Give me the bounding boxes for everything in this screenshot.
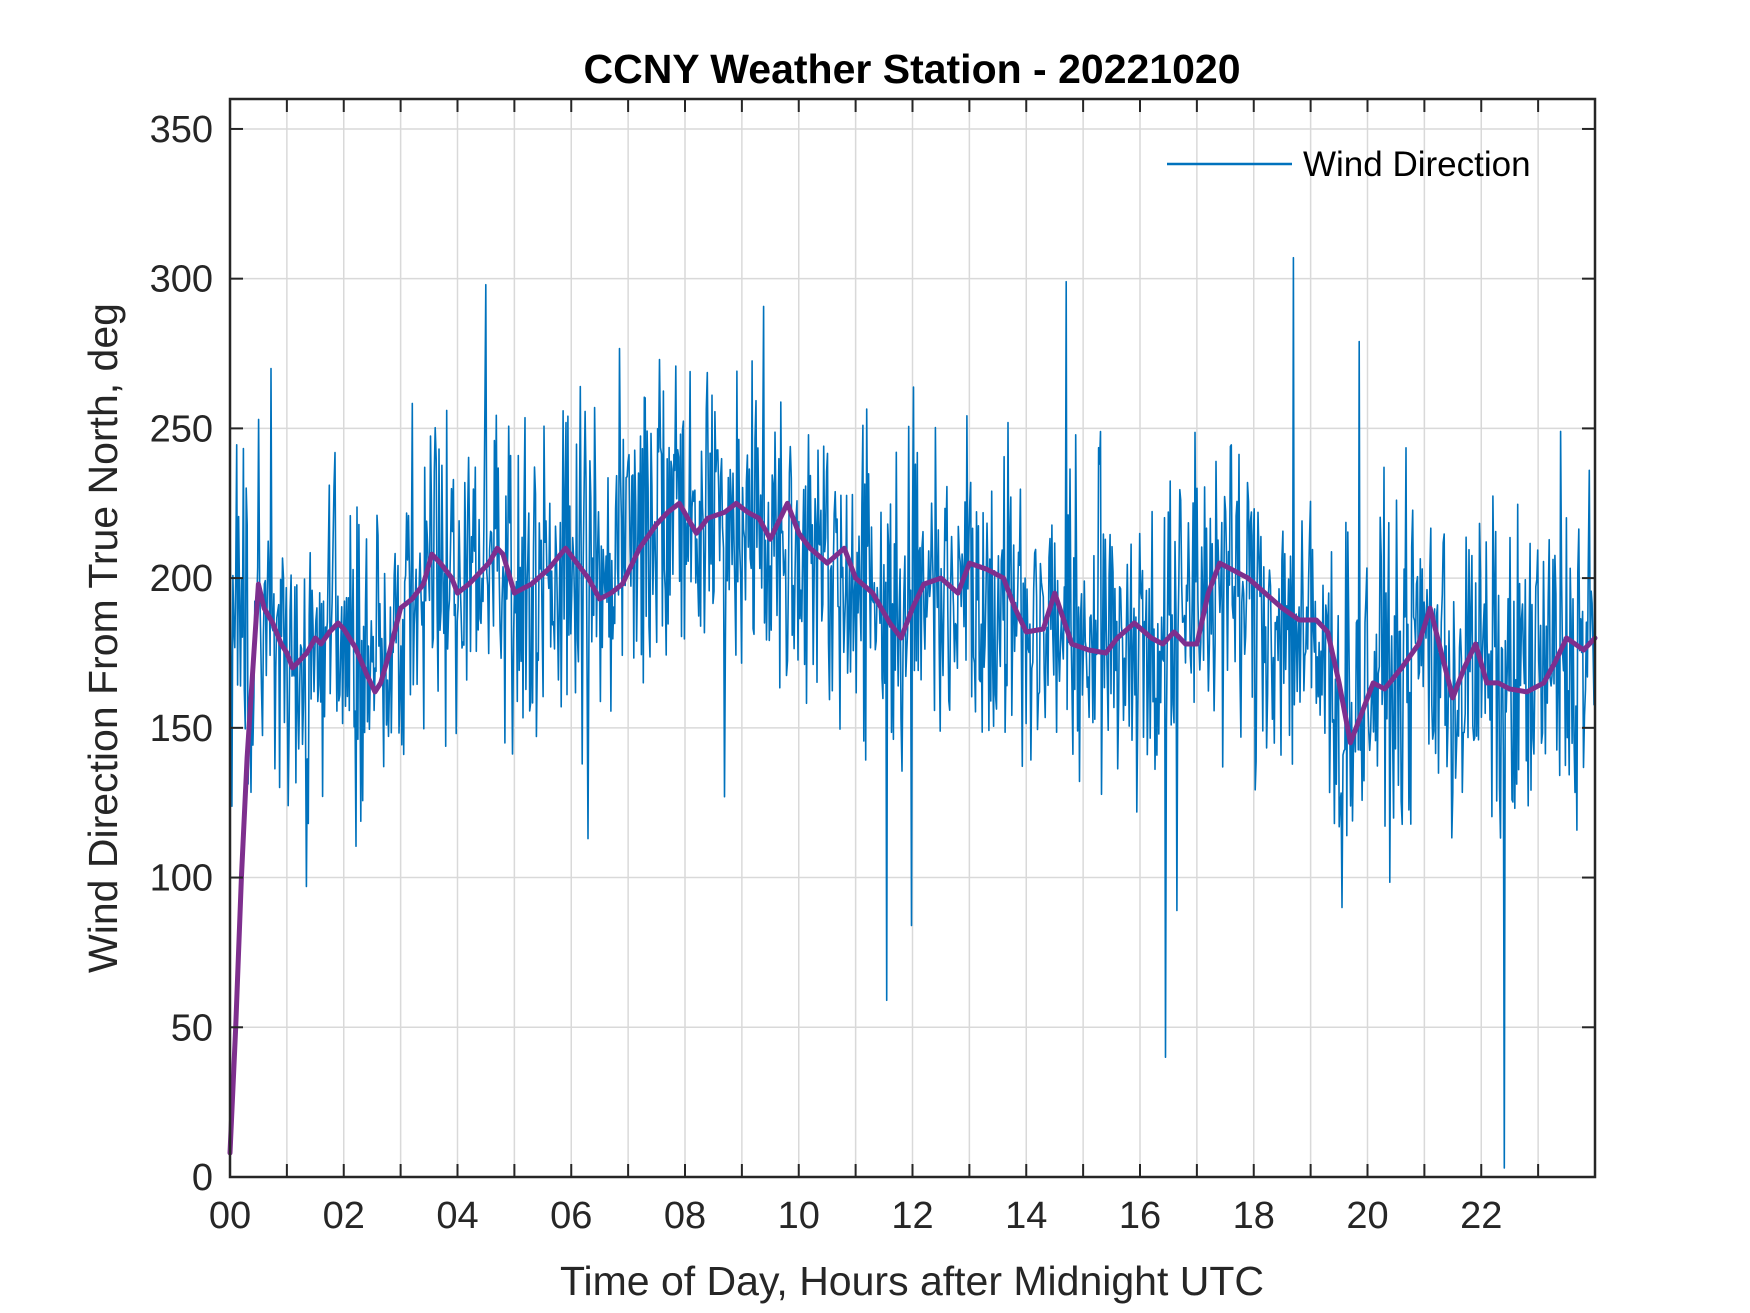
x-tick-label: 10: [778, 1195, 820, 1237]
legend-label-wind-direction: Wind Direction: [1303, 145, 1531, 184]
x-tick-label: 14: [1005, 1195, 1047, 1237]
x-tick-label: 16: [1119, 1195, 1161, 1237]
chart-title: CCNY Weather Station - 20221020: [583, 46, 1240, 92]
x-tick-label: 00: [209, 1195, 251, 1237]
x-tick-label: 12: [891, 1195, 933, 1237]
x-tick-label: 08: [664, 1195, 706, 1237]
y-tick-label: 0: [192, 1157, 213, 1199]
y-axis-label: Wind Direction From True North, deg: [80, 303, 126, 973]
x-tick-label: 18: [1233, 1195, 1275, 1237]
x-tick-label: 06: [550, 1195, 592, 1237]
x-axis-label: Time of Day, Hours after Midnight UTC: [560, 1258, 1264, 1304]
y-tick-label: 250: [150, 408, 213, 450]
y-tick-label: 350: [150, 109, 213, 151]
wind-direction-line: [229, 256, 1596, 1169]
y-tick-labels: 0 50 100 150 200 250 300 350: [150, 109, 213, 1199]
wind-direction-series: [229, 256, 1596, 1169]
smoothed-line: [227, 500, 1598, 1156]
y-tick-label: 300: [150, 259, 213, 301]
x-tick-label: 22: [1460, 1195, 1502, 1237]
x-tick-label: 04: [436, 1195, 478, 1237]
legend: Wind Direction: [1167, 145, 1531, 184]
axis-ticks: [230, 99, 1595, 1178]
x-tick-label: 02: [323, 1195, 365, 1237]
y-tick-label: 100: [150, 858, 213, 900]
y-tick-label: 50: [171, 1007, 213, 1049]
x-tick-label: 20: [1346, 1195, 1388, 1237]
smoothed-series: [227, 500, 1598, 1156]
y-tick-label: 150: [150, 708, 213, 750]
y-tick-label: 200: [150, 558, 213, 600]
x-tick-labels: 00 02 04 06 08 10 12 14 16 18 20 22: [209, 1195, 1503, 1237]
